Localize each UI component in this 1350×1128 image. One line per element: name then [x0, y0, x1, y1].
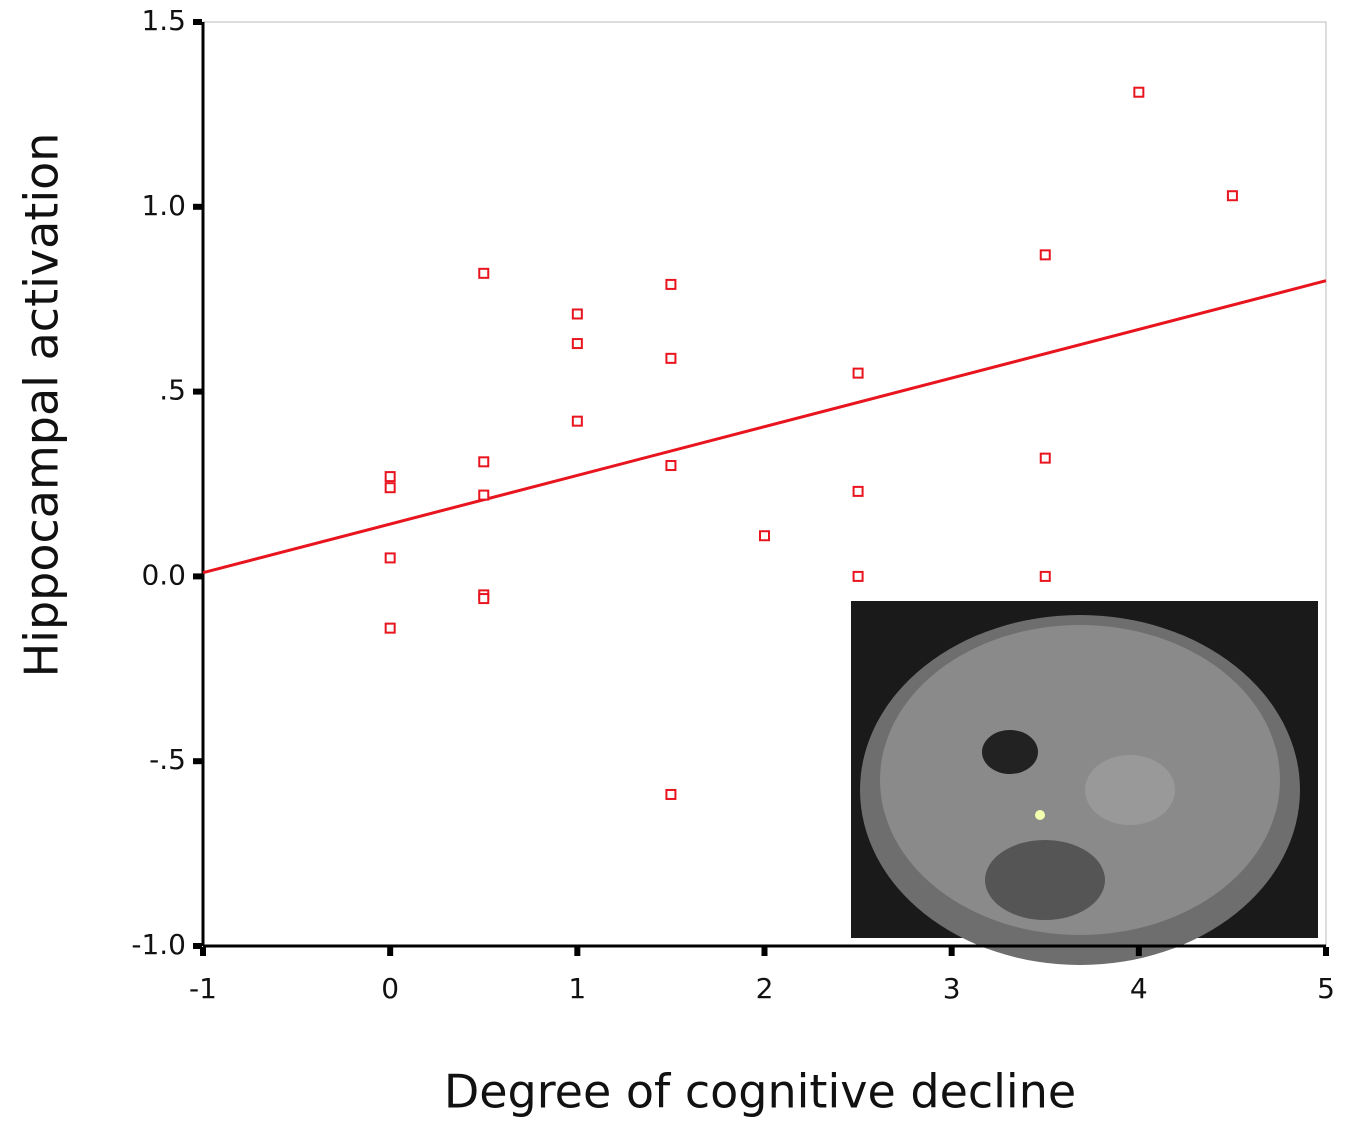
x-tick: [574, 947, 580, 956]
y-tick-label: 1.0: [141, 189, 186, 222]
data-point: [386, 472, 395, 481]
data-point: [760, 531, 769, 540]
data-point: [1228, 191, 1237, 200]
data-point: [854, 487, 863, 496]
x-tick-label: 2: [756, 972, 774, 1005]
data-point: [1134, 88, 1143, 97]
y-tick: [193, 573, 202, 579]
data-point: [479, 457, 488, 466]
data-point: [386, 483, 395, 492]
data-point: [573, 309, 582, 318]
data-point: [666, 354, 675, 363]
data-point: [1041, 572, 1050, 581]
data-point: [666, 280, 675, 289]
x-tick: [1323, 947, 1329, 956]
data-point: [666, 790, 675, 799]
data-point: [386, 624, 395, 633]
data-point: [1041, 454, 1050, 463]
data-point: [854, 369, 863, 378]
data-point: [573, 417, 582, 426]
data-point: [386, 553, 395, 562]
y-tick: [193, 758, 202, 764]
x-tick: [762, 947, 768, 956]
x-tick: [387, 947, 393, 956]
y-tick-label: -.5: [149, 743, 186, 776]
y-tick: [193, 19, 202, 25]
y-tick-label: .5: [159, 374, 186, 407]
chart: Degree of cognitive decline Hippocampal …: [0, 0, 1350, 1128]
data-point: [479, 594, 488, 603]
trend-line: [203, 281, 1326, 573]
x-tick: [200, 947, 206, 956]
data-point: [854, 572, 863, 581]
data-point: [479, 269, 488, 278]
ventricle: [982, 730, 1038, 774]
y-tick-label: 0.0: [141, 558, 186, 591]
x-tick-label: 1: [568, 972, 586, 1005]
y-axis-title: Hippocampal activation: [15, 133, 69, 678]
y-tick-label: -1.0: [131, 928, 186, 961]
thalamus: [1085, 755, 1175, 825]
x-tick: [1136, 947, 1142, 956]
x-tick: [949, 947, 955, 956]
x-tick-label: 4: [1130, 972, 1148, 1005]
data-point: [666, 461, 675, 470]
y-tick-label: 1.5: [141, 4, 186, 37]
x-tick-label: -1: [189, 972, 217, 1005]
x-tick-label: 3: [943, 972, 961, 1005]
data-point: [479, 491, 488, 500]
y-tick: [193, 204, 202, 210]
cerebellum: [985, 840, 1105, 920]
x-tick-label: 0: [381, 972, 399, 1005]
activation-spot: [1035, 810, 1045, 820]
y-tick: [193, 389, 202, 395]
x-tick-label: 5: [1317, 972, 1335, 1005]
data-point: [573, 339, 582, 348]
x-axis-title: Degree of cognitive decline: [444, 1065, 1076, 1119]
data-point: [1041, 250, 1050, 259]
inset-brain-image: [851, 601, 1318, 965]
